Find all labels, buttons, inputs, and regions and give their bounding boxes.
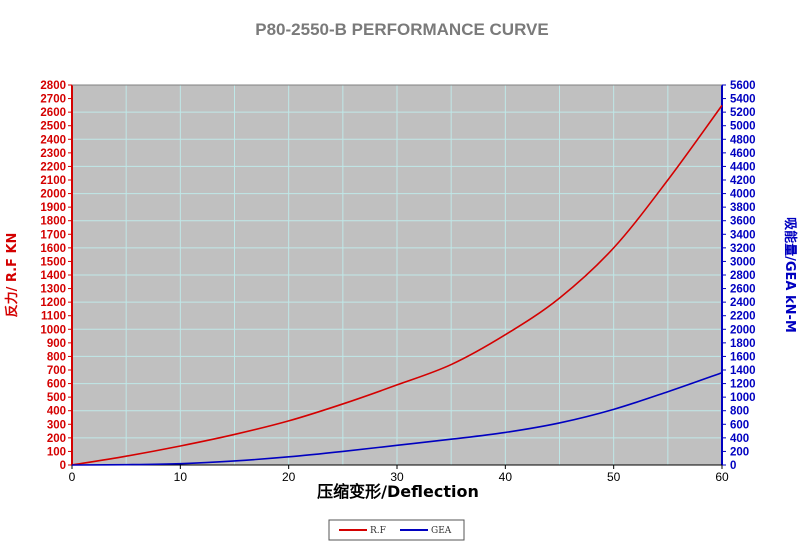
right-tick-label: 4400 xyxy=(730,161,756,173)
chart-title: P80-2550-B PERFORMANCE CURVE xyxy=(255,20,548,39)
right-tick-label: 2800 xyxy=(730,270,756,282)
left-tick-label: 900 xyxy=(47,338,66,350)
right-tick-label: 4200 xyxy=(730,175,756,187)
left-tick-label: 200 xyxy=(47,433,66,445)
right-tick-label: 4600 xyxy=(730,148,756,160)
legend-box xyxy=(328,519,465,541)
x-tick-label: 60 xyxy=(715,470,729,484)
left-tick-label: 1800 xyxy=(40,216,66,228)
left-tick-label: 1600 xyxy=(40,243,66,255)
left-tick-label: 2800 xyxy=(40,80,66,92)
series-line-gea xyxy=(71,371,723,466)
right-tick-label: 5000 xyxy=(730,121,756,133)
left-tick-label: 2400 xyxy=(40,134,66,146)
left-tick-label: 400 xyxy=(47,406,66,418)
right-tick-label: 4800 xyxy=(730,134,756,146)
right-tick-label: 200 xyxy=(730,446,749,458)
right-tick-label: 1800 xyxy=(730,338,756,350)
right-tick-label: 5400 xyxy=(730,94,756,106)
x-tick-label: 30 xyxy=(390,470,404,484)
right-tick-label: 800 xyxy=(730,406,749,418)
left-tick-label: 1100 xyxy=(41,311,66,323)
right-tick-label: 2000 xyxy=(730,324,756,336)
right-tick-label: 3400 xyxy=(730,229,756,241)
y-axis-label-left: 反力/ R.F KN xyxy=(4,233,20,318)
x-tick-label: 0 xyxy=(69,470,76,484)
y-axis-label-right: 吸能量/GEA kN-M xyxy=(782,217,798,333)
left-tick-label: 2500 xyxy=(40,121,66,133)
left-tick-label: 2100 xyxy=(40,175,66,187)
x-tick-label: 50 xyxy=(607,470,621,484)
right-tick-label: 3800 xyxy=(730,202,756,214)
left-tick-label: 700 xyxy=(47,365,66,377)
left-tick-label: 2700 xyxy=(40,94,66,106)
left-tick-label: 1300 xyxy=(40,284,66,296)
right-tick-label: 5200 xyxy=(730,107,756,119)
left-tick-label: 2300 xyxy=(40,148,66,160)
series-lines xyxy=(71,104,723,466)
right-tick-label: 5600 xyxy=(730,80,756,92)
right-tick-label: 2400 xyxy=(730,297,756,309)
series-line-rf xyxy=(71,104,723,466)
left-tick-label: 1500 xyxy=(40,256,66,268)
left-tick-label: 1200 xyxy=(40,297,66,309)
right-tick-label: 3000 xyxy=(730,256,756,268)
right-tick-label: 1400 xyxy=(730,365,756,377)
left-tick-label: 100 xyxy=(47,446,66,458)
left-tick-label: 1700 xyxy=(40,229,66,241)
left-tick-label: 1400 xyxy=(40,270,66,282)
left-tick-label: 2600 xyxy=(40,107,66,119)
x-tick-label: 20 xyxy=(282,470,296,484)
left-tick-label: 2200 xyxy=(40,161,66,173)
left-tick-label: 300 xyxy=(47,419,66,431)
left-tick-label: 500 xyxy=(47,392,66,404)
right-tick-label: 2600 xyxy=(730,284,756,296)
right-tick-label: 0 xyxy=(730,460,736,472)
x-axis-ticks: 0 10 20 30 40 50 60 xyxy=(69,465,729,484)
right-tick-label: 2200 xyxy=(730,311,756,323)
x-tick-label: 10 xyxy=(174,470,188,484)
right-tick-label: 400 xyxy=(730,433,749,445)
legend-label-gea: GEA xyxy=(431,526,452,536)
right-tick-label: 1200 xyxy=(730,379,756,391)
right-tick-label: 3600 xyxy=(730,216,756,228)
right-tick-label: 600 xyxy=(730,419,749,431)
legend-label-rf: R.F xyxy=(370,526,386,536)
right-tick-label: 3200 xyxy=(730,243,756,255)
grid-lines xyxy=(72,85,722,465)
legend: R.F GEA xyxy=(328,519,465,541)
left-tick-label: 0 xyxy=(60,460,66,472)
left-tick-label: 1000 xyxy=(40,324,66,336)
right-tick-label: 4000 xyxy=(730,189,756,201)
left-tick-label: 600 xyxy=(47,379,66,391)
x-tick-label: 40 xyxy=(499,470,513,484)
right-tick-label: 1000 xyxy=(730,392,756,404)
right-tick-label: 1600 xyxy=(730,351,756,363)
left-tick-label: 1900 xyxy=(40,202,66,214)
x-axis-label: 压缩变形/Deflection xyxy=(317,482,479,501)
left-tick-label: 800 xyxy=(47,351,66,363)
left-tick-label: 2000 xyxy=(40,189,66,201)
